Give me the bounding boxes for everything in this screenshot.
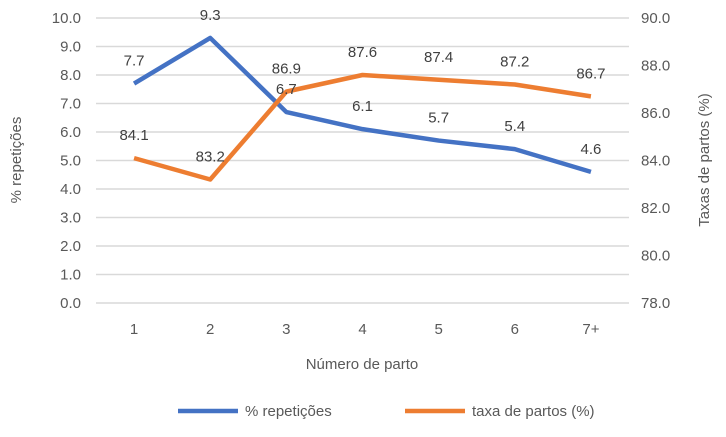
right-axis-ticks: 78.0 80.0 82.0 84.0 86.0 88.0 90.0 xyxy=(641,10,670,312)
y2-tick-label: 88.0 xyxy=(641,58,670,75)
y-tick-label: 0.0 xyxy=(60,295,81,312)
data-label: 87.6 xyxy=(348,44,377,61)
y-tick-label: 8.0 xyxy=(60,67,81,84)
data-label: 4.6 xyxy=(580,141,601,158)
y-tick-label: 6.0 xyxy=(60,124,81,141)
y-tick-label: 1.0 xyxy=(60,267,81,284)
data-label: 7.7 xyxy=(124,53,145,70)
x-tick-label: 3 xyxy=(282,321,290,338)
y-tick-label: 3.0 xyxy=(60,210,81,227)
legend: % repetições taxa de partos (%) xyxy=(178,403,595,420)
y2-tick-label: 78.0 xyxy=(641,295,670,312)
x-axis-ticks: 1 2 3 4 5 6 7+ xyxy=(130,321,600,338)
y2-tick-label: 82.0 xyxy=(641,200,670,217)
series-lines xyxy=(132,35,592,182)
x-tick-label: 4 xyxy=(358,321,366,338)
y2-tick-label: 90.0 xyxy=(641,10,670,27)
data-label: 87.4 xyxy=(424,49,453,66)
y-tick-label: 5.0 xyxy=(60,153,81,170)
y-tick-label: 9.0 xyxy=(60,39,81,56)
legend-label-taxa-partos: taxa de partos (%) xyxy=(472,403,595,420)
data-label: 86.9 xyxy=(272,61,301,78)
series-line-1 xyxy=(133,72,592,182)
x-tick-label: 6 xyxy=(511,321,519,338)
y2-tick-label: 80.0 xyxy=(641,248,670,265)
data-label: 5.4 xyxy=(504,118,525,135)
data-label: 9.3 xyxy=(200,7,221,24)
series-line-0 xyxy=(132,35,592,175)
y2-tick-label: 84.0 xyxy=(641,153,670,170)
x-tick-label: 2 xyxy=(206,321,214,338)
y2-axis-title: Taxas de partos (%) xyxy=(696,93,713,226)
x-tick-label: 5 xyxy=(434,321,442,338)
y2-tick-label: 86.0 xyxy=(641,105,670,122)
data-label: 86.7 xyxy=(576,65,605,82)
data-label: 83.2 xyxy=(196,149,225,166)
data-label: 6.7 xyxy=(276,81,297,98)
x-tick-label: 7+ xyxy=(582,321,599,338)
legend-label-repeticoes: % repetições xyxy=(245,403,332,420)
left-axis-ticks: 0.0 1.0 2.0 3.0 4.0 5.0 6.0 7.0 8.0 9.0 10.0 xyxy=(52,10,81,312)
y-axis-title: % repetições xyxy=(8,117,25,204)
data-labels: 7.7 9.3 6.7 6.1 5.7 5.4 4.6 84.1 83.2 86.9 87.6 87.… xyxy=(119,7,605,166)
y-tick-label: 2.0 xyxy=(60,238,81,255)
y-tick-label: 7.0 xyxy=(60,96,81,113)
y-tick-label: 10.0 xyxy=(52,10,81,27)
x-axis-title: Número de parto xyxy=(306,356,419,373)
data-label: 6.1 xyxy=(352,98,373,115)
data-label: 5.7 xyxy=(428,110,449,127)
x-tick-label: 1 xyxy=(130,321,138,338)
y-tick-label: 4.0 xyxy=(60,181,81,198)
data-label: 84.1 xyxy=(119,127,148,144)
data-label: 87.2 xyxy=(500,54,529,71)
